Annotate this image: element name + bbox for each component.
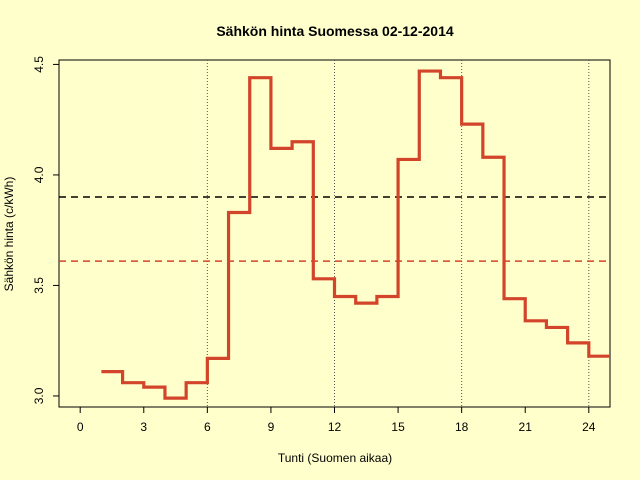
x-tick-label: 15 — [391, 420, 405, 434]
x-tick-label: 6 — [204, 420, 211, 434]
y-tick-label: 3.0 — [32, 387, 46, 404]
plot-area: 0 3 6 9 12 15 18 21 24 3.0 3.5 4.0 4.5 — [32, 56, 611, 434]
y-tick-label: 4.5 — [32, 56, 46, 73]
x-tick-label: 12 — [328, 420, 342, 434]
x-tick-label: 0 — [77, 420, 84, 434]
x-axis-label: Tunti (Suomen aikaa) — [278, 451, 392, 465]
price-step-line — [101, 69, 610, 400]
y-tick-label: 3.5 — [32, 277, 46, 294]
y-tick-label: 4.0 — [32, 166, 46, 183]
chart-title: Sähkön hinta Suomessa 02-12-2014 — [216, 23, 454, 39]
x-tick-label: 21 — [519, 420, 533, 434]
x-tick-label: 9 — [268, 420, 275, 434]
x-tick-label: 24 — [582, 420, 596, 434]
x-tick-label: 3 — [140, 420, 147, 434]
y-axis-label: Sähkön hinta (c/kWh) — [2, 177, 16, 292]
x-tick-label: 18 — [455, 420, 469, 434]
